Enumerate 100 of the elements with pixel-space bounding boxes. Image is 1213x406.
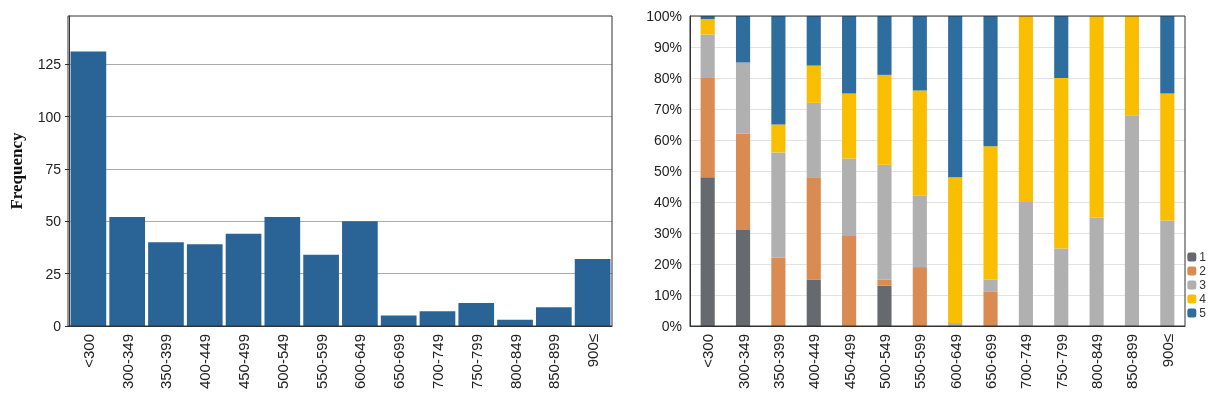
x-tick-label: 400-449 [196, 334, 214, 390]
x-tick-label: 300-349 [734, 334, 752, 390]
x-tick-label: 600-649 [351, 334, 369, 390]
legend-label: 5 [1199, 306, 1207, 320]
bar [842, 158, 857, 237]
x-tick-label: 400-449 [805, 334, 823, 390]
y-axis-title: Frequency [7, 131, 26, 210]
x-tick-label: 450-499 [840, 334, 858, 390]
x-tick-label: 650-699 [390, 334, 408, 390]
y-tick-label: 40% [653, 194, 682, 210]
x-tick-label: 900≤ [1158, 334, 1176, 368]
x-tick-label: 650-699 [982, 334, 1000, 390]
x-tick-label: 750-799 [467, 334, 485, 390]
x-tick-label: 700-749 [1017, 334, 1035, 390]
bar [806, 102, 821, 178]
bar [1054, 78, 1069, 249]
bar [735, 229, 751, 326]
x-tick-label: 450-499 [235, 334, 253, 390]
bar [535, 307, 572, 326]
bar [983, 16, 998, 147]
x-tick-label: 750-799 [1052, 334, 1070, 390]
x-tick-label: 850-899 [545, 334, 563, 390]
bar [700, 34, 715, 78]
legend-label: 4 [1199, 292, 1207, 306]
x-tick-label: 500-549 [875, 334, 893, 390]
bar [948, 177, 963, 323]
legend-label: 3 [1199, 278, 1207, 292]
bar [148, 242, 184, 326]
bar [735, 16, 751, 63]
y-tick-label: 60% [653, 132, 682, 148]
bar [1054, 248, 1069, 326]
x-tick-label: 550-599 [312, 334, 330, 390]
bar [877, 164, 892, 280]
bar [186, 244, 223, 326]
bar [1054, 16, 1069, 78]
y-tick-label: 90% [653, 39, 682, 55]
bar [1124, 115, 1140, 326]
bar [225, 233, 262, 326]
x-tick-label: 700-749 [428, 334, 446, 390]
bar [1018, 16, 1033, 202]
bar [912, 90, 927, 196]
x-tick-label: <300 [79, 334, 97, 368]
bar [842, 236, 857, 326]
bar [983, 146, 998, 280]
legend-label: 1 [1199, 250, 1207, 264]
x-tick-label: 500-549 [273, 334, 291, 390]
bar [877, 279, 892, 286]
bar [877, 74, 892, 165]
bar [912, 195, 927, 268]
bar [771, 152, 786, 258]
y-tick-label: 100% [646, 8, 682, 24]
bar [948, 16, 963, 178]
bar [109, 217, 146, 326]
bar [700, 19, 715, 35]
x-tick-label: 800-849 [506, 334, 524, 390]
bar [70, 51, 107, 326]
x-tick-label: 550-599 [911, 334, 929, 390]
bar [1160, 220, 1175, 326]
x-tick-label: 800-849 [1088, 334, 1106, 390]
bar [700, 78, 715, 178]
bar [771, 257, 786, 326]
x-tick-label: 350-399 [157, 334, 175, 390]
bar [771, 124, 786, 153]
bar [912, 267, 927, 326]
y-tick-label: 25 [45, 265, 62, 282]
y-tick-label: 75 [45, 160, 62, 177]
bar [912, 16, 927, 91]
bar [983, 279, 998, 292]
bar [735, 62, 751, 134]
x-tick-label: <300 [699, 334, 717, 368]
bar [771, 16, 786, 125]
bar [1089, 217, 1104, 326]
bar [1160, 16, 1175, 94]
bar [303, 254, 339, 326]
bar [1089, 16, 1104, 218]
y-tick-label: 70% [653, 101, 682, 117]
legend-label: 2 [1199, 264, 1207, 278]
bar [806, 16, 821, 66]
y-tick-label: 30% [653, 225, 682, 241]
y-tick-label: 20% [653, 256, 682, 272]
bar [806, 65, 821, 103]
x-tick-label: 300-349 [118, 334, 136, 390]
y-tick-label: 10% [653, 287, 682, 303]
bar [806, 279, 821, 326]
x-tick-label: 850-899 [1123, 334, 1141, 390]
y-tick-label: 125 [37, 56, 62, 73]
bar [700, 177, 715, 326]
bar [1124, 16, 1140, 116]
bar [842, 93, 857, 159]
bar [264, 217, 301, 326]
y-tick-label: 80% [653, 70, 682, 86]
bar [342, 221, 378, 326]
y-tick-label: 50% [653, 163, 682, 179]
bar [842, 16, 857, 94]
bar [1160, 93, 1175, 221]
bar [735, 133, 751, 230]
bar [1018, 202, 1033, 326]
y-tick-label: 50 [45, 213, 62, 230]
bar [806, 177, 821, 280]
x-tick-label: 350-399 [769, 334, 787, 390]
